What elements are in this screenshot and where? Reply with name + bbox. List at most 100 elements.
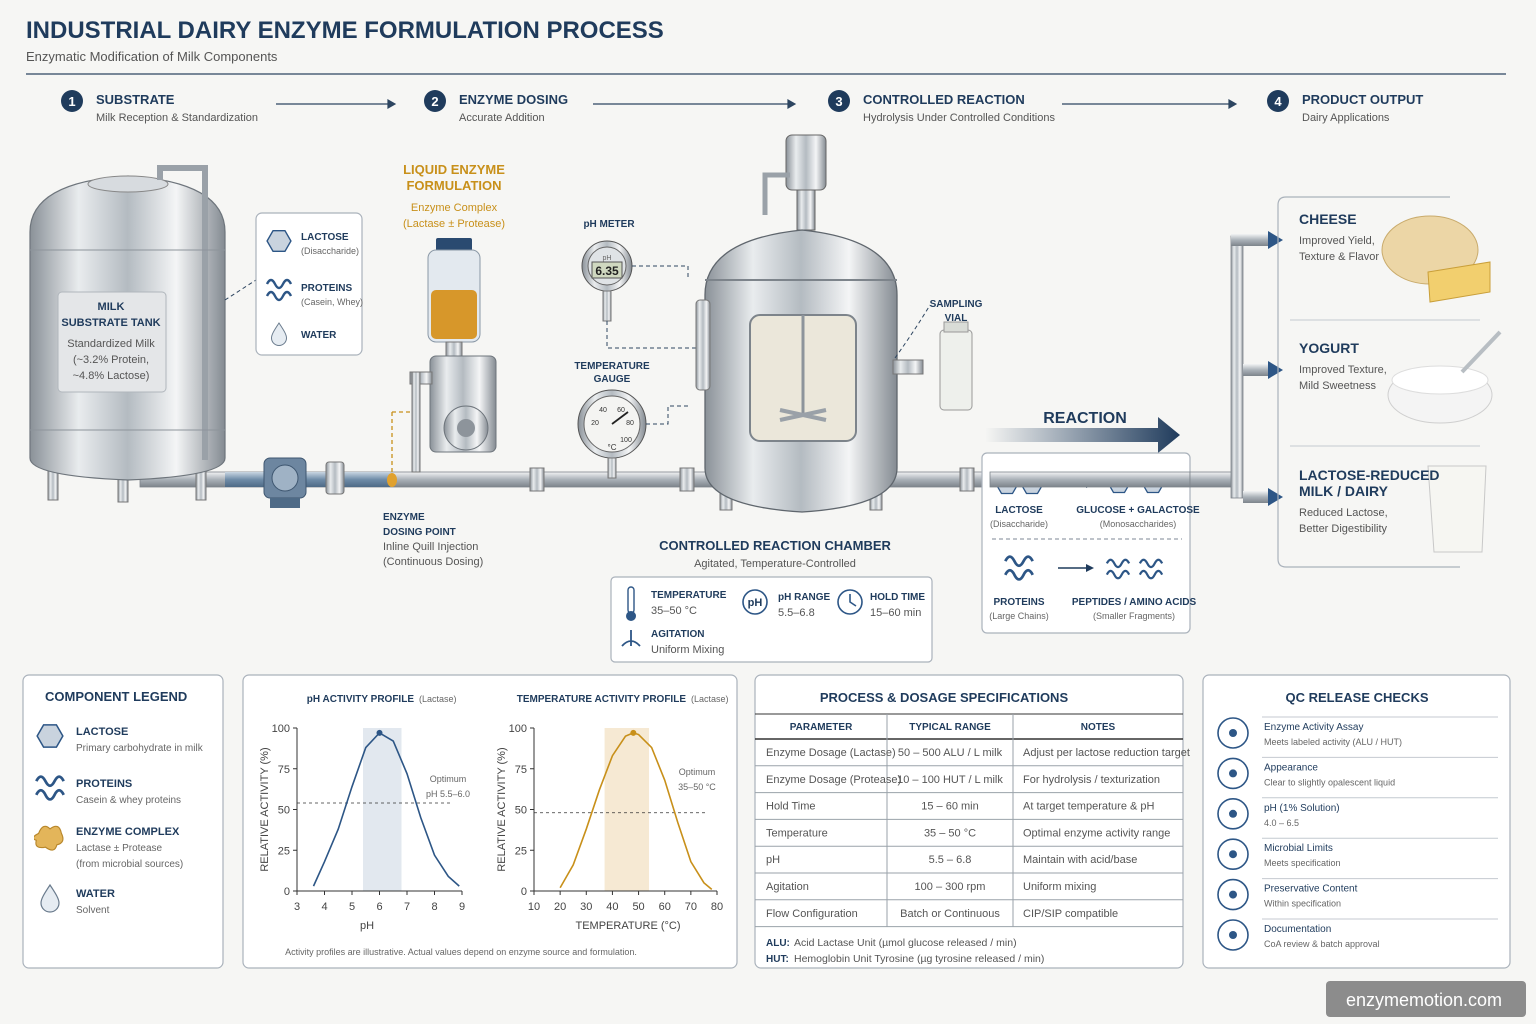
specifications-rows: Maintain with acid/base	[1023, 854, 1137, 866]
milk-tank	[29, 165, 257, 503]
conditions-value: Uniform Mixing	[651, 644, 724, 656]
chart-data-xticks: 4	[321, 901, 327, 913]
steps-title: SUBSTRATE	[96, 92, 175, 107]
peak-marker	[376, 729, 383, 736]
output-pipes-part	[1231, 234, 1269, 246]
footnotes-term: HUT:	[766, 954, 789, 965]
enzyme-title: LIQUID ENZYME	[403, 162, 505, 177]
chart-data-yticks: 50	[278, 805, 290, 817]
conversions-to: PEPTIDES / AMINO ACIDS	[1072, 597, 1197, 608]
chart-data-annotation: 35–50 °C	[678, 782, 716, 792]
specifications-rows: At target temperature & pH	[1023, 801, 1155, 813]
steps-number: 3	[835, 94, 842, 109]
tank-lines: MILK	[98, 301, 125, 313]
temperature-gauge-part	[611, 411, 629, 425]
chart-data-annotation: Optimum	[430, 774, 467, 784]
chart-data-yticks: 0	[521, 886, 527, 898]
steps-number: 2	[431, 94, 438, 109]
chart-data-xticks: 7	[404, 901, 410, 913]
conditions-label: pH RANGE	[778, 592, 831, 603]
chart-data-xticks: 80	[711, 901, 723, 913]
items-detail: Lactase ± Protease	[76, 843, 163, 854]
reaction-chamber-part	[762, 172, 790, 215]
chart-data-yticks: 25	[515, 845, 527, 857]
temperature-gauge	[577, 389, 690, 479]
specifications-rows: CIP/SIP compatible	[1023, 908, 1118, 920]
output-pipes-part	[989, 471, 1191, 488]
reaction-chamber-part	[892, 359, 924, 375]
items-detail: (from microbial sources)	[76, 859, 183, 870]
specifications-rows: 35 – 50 °C	[924, 827, 976, 839]
chart-data-xticks: 6	[376, 901, 382, 913]
bottom-panels-part	[754, 674, 1184, 969]
conditions-box-part	[849, 594, 857, 607]
reaction-chamber-title: CONTROLLED REACTION CHAMBER	[659, 538, 891, 553]
products-detail: Texture & Flavor	[1299, 251, 1379, 263]
products-box-part	[1277, 196, 1460, 568]
specifications-rows: Batch or Continuous	[900, 908, 1000, 920]
conditions-box-part	[837, 589, 863, 615]
steps-subtitle: Accurate Addition	[459, 112, 545, 124]
substrate-components-name: PROTEINS	[301, 283, 352, 294]
milk-tank-part	[87, 175, 169, 193]
items-name: LACTOSE	[76, 726, 128, 738]
specifications-rows: 10 – 100 HUT / L milk	[897, 774, 1003, 786]
steps-number: 1	[68, 94, 75, 109]
inline-pump-part	[325, 461, 345, 495]
chart-data-xticks: 50	[632, 901, 644, 913]
tank-lines: ~4.8% Lactose)	[73, 370, 150, 382]
reaction-chamber-part	[785, 134, 827, 191]
milk-tank-part	[157, 165, 208, 460]
enzyme-detail: (Lactase ± Protease)	[403, 218, 505, 230]
items-detail: Primary carbohydrate in milk	[76, 743, 204, 754]
items-detail: Clear to slightly opalescent liquid	[1264, 777, 1395, 787]
bottom-panels-part	[1202, 674, 1511, 969]
chart-data-yticks: 50	[515, 805, 527, 817]
items-name: pH (1% Solution)	[1264, 803, 1340, 814]
conversions-from-detail: (Disaccharide)	[990, 519, 1048, 529]
step-badge	[424, 90, 446, 112]
items-name: ENZYME COMPLEX	[76, 826, 180, 838]
specifications-rows: Enzyme Dosage (Lactase)	[766, 747, 896, 759]
items-name: Microbial Limits	[1264, 843, 1333, 854]
chart-data-xticks: 5	[349, 901, 355, 913]
milk-tank-part	[224, 279, 257, 301]
substrate-components-box-part	[266, 230, 292, 252]
reaction-box-part	[981, 452, 1191, 634]
products-detail: Better Digestibility	[1299, 523, 1388, 535]
header-title: INDUSTRIAL DAIRY ENZYME FORMULATION PROC…	[26, 17, 664, 44]
substrate-components-name: WATER	[301, 330, 337, 341]
specifications-rows: Agitation	[766, 881, 809, 893]
step-arrows-part	[387, 98, 397, 110]
header-subtitle: Enzymatic Modification of Milk Component…	[26, 49, 278, 64]
sampling-vial: VIAL	[945, 313, 968, 324]
reaction-arrow	[985, 417, 1180, 453]
conditions-box	[610, 576, 933, 663]
qc-icon-dot	[1229, 850, 1237, 859]
chart-data-y-label: RELATIVE ACTIVITY (%)	[259, 747, 271, 871]
tank-lines: SUBSTRATE TANK	[61, 317, 160, 329]
output-pipes-part	[1189, 471, 1236, 488]
step-arrows-part	[787, 98, 797, 110]
conditions-label: AGITATION	[651, 629, 705, 640]
products-title: LACTOSE-REDUCED	[1299, 467, 1440, 483]
chart-data-xticks: 70	[685, 901, 697, 913]
footnotes-text: Hemoglobin Unit Tyrosine (µg tyrosine re…	[794, 953, 1044, 965]
chart-data-annotation: pH 5.5–6.0	[426, 789, 470, 799]
output-pipes	[989, 231, 1283, 506]
temperature-gauge-label: TEMPERATURE	[574, 361, 650, 372]
step-arrows-part	[1228, 98, 1238, 110]
bottom-panels-part	[1326, 981, 1526, 1017]
specifications-rows: Uniform mixing	[1023, 881, 1096, 893]
dosing-point: (Continuous Dosing)	[383, 556, 483, 568]
chart-data-xticks: 8	[431, 901, 437, 913]
peak-marker	[630, 729, 637, 736]
products-box-part	[1427, 465, 1487, 553]
qc-icon-dot	[1229, 890, 1237, 899]
reaction-box	[981, 452, 1191, 634]
output-pipes-part	[1268, 361, 1283, 379]
conversions-to-detail: (Monosaccharides)	[1100, 519, 1177, 529]
qc-title: QC RELEASE CHECKS	[1285, 690, 1428, 705]
chart-data-yticks: 75	[515, 764, 527, 776]
ph-meter-part	[606, 321, 697, 349]
